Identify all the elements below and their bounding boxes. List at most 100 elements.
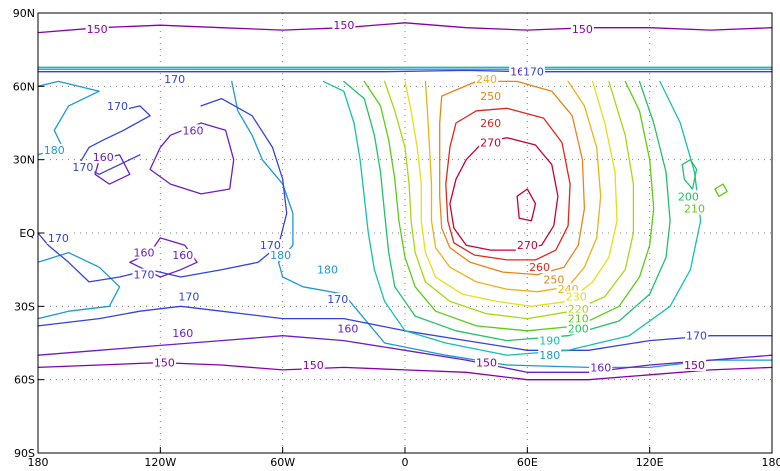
contour-label: 150 (684, 359, 705, 372)
contour-line-160 (94, 154, 131, 185)
y-tick-label: 30S (14, 300, 35, 313)
contour-label-background (538, 349, 562, 362)
contour-label-background (301, 359, 325, 371)
contour-label-background (509, 65, 526, 78)
contour-label: 160 (172, 327, 193, 340)
contour-label: 210 (684, 203, 705, 216)
x-tick-label: 120W (144, 456, 176, 469)
contour-label-background (479, 117, 503, 129)
contour-label-background (542, 273, 566, 286)
contour-label-background (269, 249, 293, 261)
x-tick-label: 180 (28, 456, 49, 469)
contour-label-background (326, 293, 350, 305)
x-tick-label: 120E (636, 456, 664, 469)
contour-label: 160 (337, 322, 358, 335)
contour-label: 250 (480, 90, 501, 103)
contour-line-210 (363, 80, 655, 332)
contour-label: 180 (539, 349, 560, 362)
contour-label: 170 (178, 291, 199, 304)
contour-label-background (46, 231, 70, 244)
contour-label-background (479, 90, 503, 103)
contour-label-background (515, 239, 539, 252)
contour-label: 250 (543, 273, 564, 286)
x-tick-label: 60E (517, 456, 538, 469)
contour-label: 260 (480, 117, 501, 130)
contour-label: 150 (303, 359, 324, 372)
contour-label: 270 (517, 239, 538, 252)
x-tick-label: 180 (762, 456, 780, 469)
contour-label: 240 (476, 73, 497, 86)
contour-line-180 (37, 251, 121, 320)
contour-label: 170 (134, 269, 155, 282)
contour-label-background (570, 22, 594, 35)
contour-line-200 (681, 159, 698, 190)
contour-label-background (479, 136, 503, 149)
contour-label: 150 (572, 23, 593, 36)
contour-line-210 (714, 183, 728, 197)
contour-label: 180 (270, 249, 291, 262)
contour-label-background (538, 334, 562, 347)
x-tick-label: 0 (402, 456, 409, 469)
y-tick-label: 60S (14, 374, 35, 387)
contour-label: 200 (568, 322, 589, 335)
contour-label-background (258, 239, 282, 252)
contour-label-background (71, 161, 95, 173)
x-tick-label: 60W (270, 456, 295, 469)
contour-label-background (336, 322, 360, 335)
contour-label: 150 (154, 357, 175, 370)
contour-label-background (521, 65, 545, 78)
contour-label-background (475, 73, 499, 85)
contour-label: 160 (590, 361, 611, 374)
contour-line-230 (404, 80, 618, 307)
contour-label-background (316, 263, 340, 276)
contour-line-160 (37, 335, 773, 373)
contour-line-220 (383, 80, 635, 320)
contour-label-background (177, 290, 201, 303)
contour-label-background (152, 356, 176, 369)
contour-label: 180 (317, 264, 338, 277)
contour-label: 16 (510, 66, 524, 79)
contour-label: 180 (44, 144, 65, 157)
contour-line-160 (149, 122, 235, 195)
contour-label: 170 (260, 239, 281, 252)
contour-label: 210 (568, 313, 589, 326)
contour-label: 160 (93, 151, 114, 164)
y-tick-label: EQ (19, 227, 35, 240)
contour-label: 220 (568, 303, 589, 316)
contour-line-190 (322, 80, 702, 356)
contour-label-background (85, 22, 109, 35)
y-axis: 90N 60N 30N EQ 30S 60S 90S (13, 7, 44, 460)
contour-label-background (683, 202, 707, 215)
contour-label-background (106, 99, 130, 112)
contour-label: 200 (678, 190, 699, 203)
contour-label-background (676, 190, 700, 203)
contour-label-background (132, 246, 156, 259)
contour-label: 260 (529, 261, 550, 274)
contour-label: 270 (480, 137, 501, 150)
contour-line-170 (37, 97, 288, 283)
contour-label-background (685, 329, 709, 342)
contour-line-270 (449, 137, 559, 251)
y-tick-label: 30N (13, 154, 35, 167)
contour-line-170 (37, 69, 773, 73)
contour-line-200 (343, 80, 671, 342)
contour-label-background (566, 312, 590, 325)
contour-label: 170 (107, 100, 128, 113)
contour-line-170 (78, 105, 151, 175)
x-axis: 180 120W 60W 0 60E 120E 180 (28, 447, 780, 469)
contour-label: 160 (182, 124, 203, 137)
contour-label-background (132, 268, 156, 281)
y-tick-label: 60N (13, 80, 35, 93)
contour-line-180 (231, 80, 773, 369)
contour-label: 170 (327, 293, 348, 306)
contour-label: 170 (48, 232, 69, 245)
contour-label: 170 (164, 73, 185, 86)
contour-label: 170 (523, 66, 544, 79)
contour-label: 170 (686, 330, 707, 343)
contour-label-background (181, 124, 205, 137)
contour-label-background (475, 356, 499, 369)
contour-label-background (683, 359, 707, 371)
contour-label-background (564, 290, 588, 303)
y-tick-label: 90S (14, 447, 35, 460)
